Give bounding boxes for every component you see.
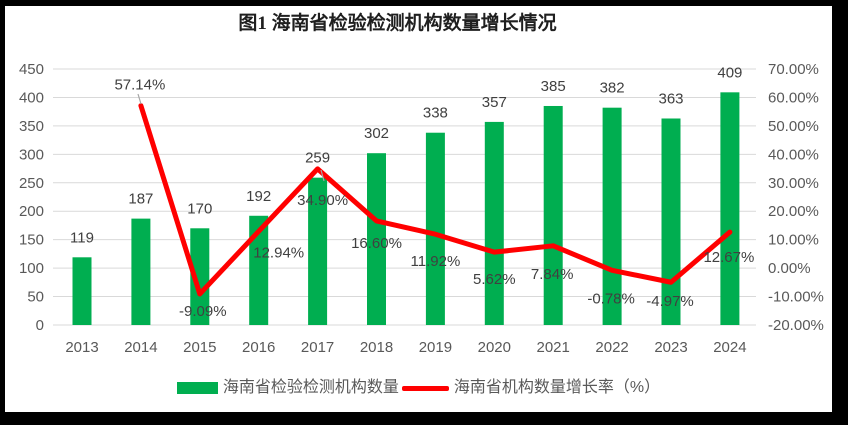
bar-value-label: 338 xyxy=(423,105,448,122)
line-value-label: 57.14% xyxy=(114,77,165,94)
chart-panel xyxy=(5,6,832,412)
label-leader xyxy=(320,169,325,182)
left-axis-tick: 300 xyxy=(19,146,44,163)
growth-rate-line xyxy=(138,103,733,297)
bar-value-label: 385 xyxy=(541,78,566,95)
x-axis-label: 2013 xyxy=(65,339,98,356)
line-value-label: 11.92% xyxy=(411,253,461,270)
bar-2018 xyxy=(367,153,386,325)
left-axis-tick: 150 xyxy=(19,232,44,249)
left-axis-tick: 250 xyxy=(19,175,44,192)
bar-2019 xyxy=(425,132,445,325)
label-leader xyxy=(137,93,142,105)
left-axis-tick: 350 xyxy=(19,118,44,135)
right-axis-tick: 10.00% xyxy=(768,232,819,249)
line-value-label: 34.90% xyxy=(297,192,348,209)
bar-value-label: 409 xyxy=(717,64,742,81)
left-axis-tick: 0 xyxy=(36,317,44,334)
bar-value-label: 192 xyxy=(246,188,271,205)
line-value-label: 12.67% xyxy=(703,249,754,266)
x-axis-label: 2017 xyxy=(301,339,334,356)
legend-label: 海南省机构数量增长率（%） xyxy=(453,379,661,396)
right-axis-tick: 60.00% xyxy=(768,89,819,106)
left-axis-tick: 400 xyxy=(19,89,44,106)
left-axis-tick: 200 xyxy=(19,203,44,220)
bar-2024 xyxy=(720,92,740,325)
bar-2017 xyxy=(308,177,328,325)
right-axis-tick: 40.00% xyxy=(768,146,819,163)
legend-label: 海南省检验检测机构数量 xyxy=(222,379,399,396)
line-value-label: 12.94% xyxy=(253,244,304,261)
x-axis-label: 2022 xyxy=(595,339,628,356)
bar-2021 xyxy=(543,105,563,325)
line-series-swatch xyxy=(401,385,449,391)
right-axis-tick: 0.00% xyxy=(768,260,811,277)
bar-value-label: 382 xyxy=(600,80,625,97)
bar-value-label: 119 xyxy=(70,229,94,246)
left-axis-tick: 50 xyxy=(27,289,44,306)
bar-2013 xyxy=(72,257,92,325)
bar-2016 xyxy=(249,215,269,325)
x-axis-label: 2020 xyxy=(478,339,511,356)
bar-value-label: 170 xyxy=(187,200,212,217)
line-value-label: 7.84% xyxy=(531,266,574,283)
bar-value-label: 259 xyxy=(305,150,330,167)
right-axis-tick: -10.00% xyxy=(768,289,824,306)
right-axis-tick: -20.00% xyxy=(768,317,824,334)
right-axis-tick: 50.00% xyxy=(768,118,819,135)
bar-value-label: 187 xyxy=(128,191,153,208)
x-axis-label: 2016 xyxy=(242,339,275,356)
bar-value-label: 302 xyxy=(364,125,389,142)
bar-2014 xyxy=(131,218,151,325)
x-axis-label: 2015 xyxy=(183,339,216,356)
x-axis-label: 2023 xyxy=(654,339,687,356)
line-value-label: -0.78% xyxy=(587,290,635,307)
bar-value-label: 357 xyxy=(482,94,507,111)
x-axis-label: 2014 xyxy=(124,339,157,356)
bar-series-swatch xyxy=(176,382,218,394)
x-axis-label: 2024 xyxy=(713,339,746,356)
bar-2023 xyxy=(661,118,681,325)
line-value-label: 16.60% xyxy=(351,235,402,252)
line-value-label: -4.97% xyxy=(646,293,694,310)
right-axis-tick: 30.00% xyxy=(768,175,819,192)
line-value-label: -9.09% xyxy=(179,303,227,320)
left-axis-tick: 100 xyxy=(19,260,44,277)
line-value-label: 5.62% xyxy=(473,271,516,288)
legend-item-line: 海南省机构数量增长率（%） xyxy=(401,378,661,398)
x-axis-label: 2021 xyxy=(537,339,570,356)
bar-value-label: 363 xyxy=(658,90,683,107)
x-axis-label: 2019 xyxy=(419,339,452,356)
left-axis-tick: 450 xyxy=(19,61,44,78)
bar-2015 xyxy=(190,228,210,325)
right-axis-tick: 20.00% xyxy=(768,203,819,220)
legend-item-bars: 海南省检验检测机构数量 xyxy=(176,378,399,398)
chart-title: 图1 海南省检验检测机构数量增长情况 xyxy=(238,13,557,34)
chart-legend: 海南省检验检测机构数量 海南省机构数量增长率（%） xyxy=(5,377,832,399)
right-axis-tick: 70.00% xyxy=(768,61,819,78)
bar-2020 xyxy=(484,121,504,325)
x-axis-label: 2018 xyxy=(360,339,393,356)
